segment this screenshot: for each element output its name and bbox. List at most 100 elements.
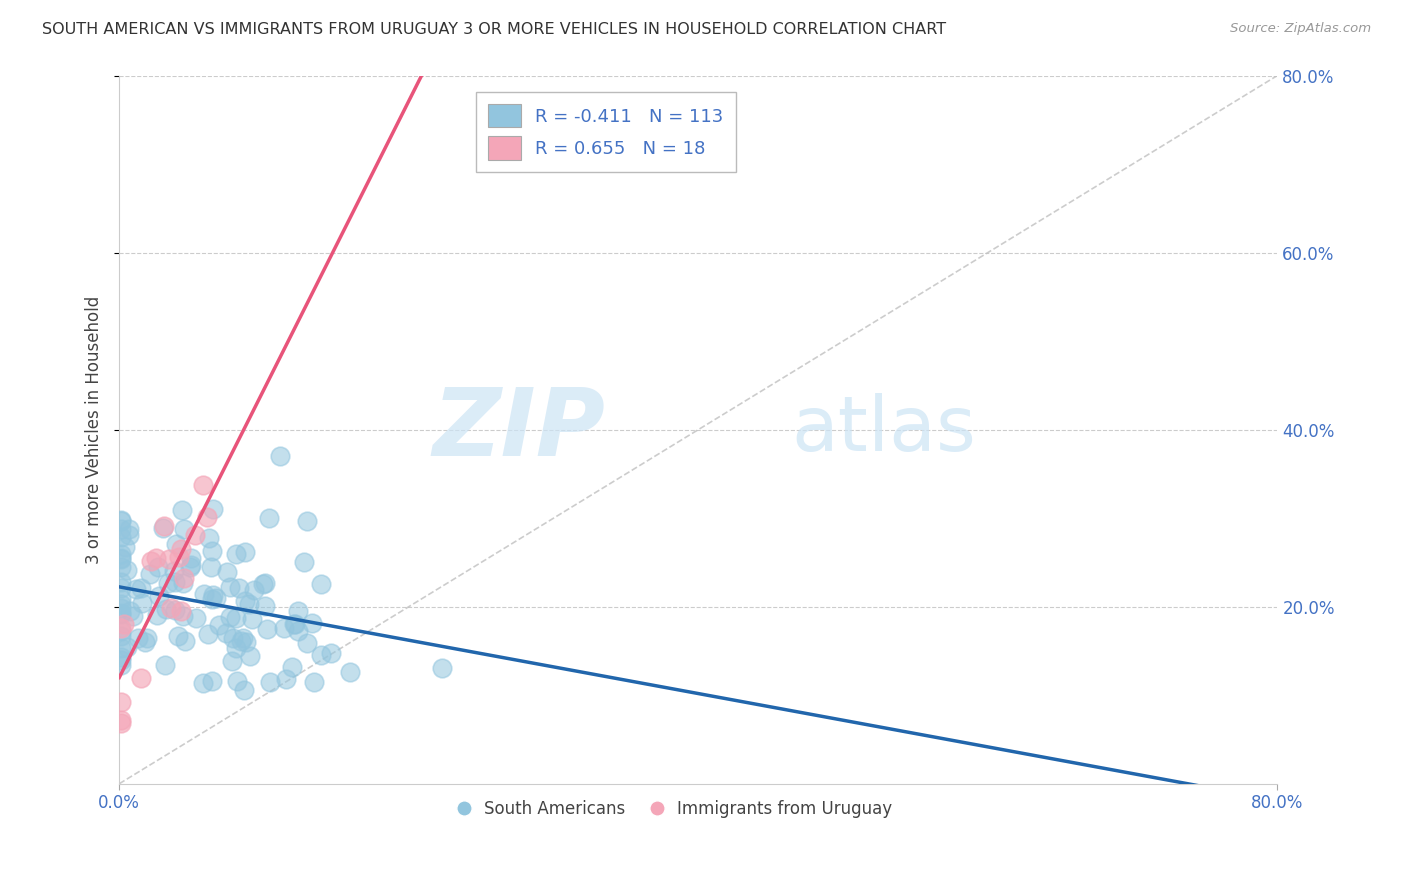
Point xyxy=(146,608,169,623)
Point xyxy=(191,675,214,690)
Point xyxy=(284,617,307,632)
Point xyxy=(239,649,262,664)
Point xyxy=(295,515,318,529)
Point xyxy=(155,602,177,616)
Point xyxy=(118,604,141,618)
Point xyxy=(186,611,208,625)
Point xyxy=(243,582,266,597)
Point xyxy=(110,607,132,621)
Point xyxy=(170,603,193,617)
Point xyxy=(139,566,162,581)
Point xyxy=(110,550,132,565)
Point xyxy=(110,574,132,589)
Point xyxy=(221,654,243,668)
Point xyxy=(134,635,156,649)
Point xyxy=(165,574,187,589)
Point xyxy=(254,599,277,613)
Point xyxy=(252,576,274,591)
Point xyxy=(153,657,176,672)
Point xyxy=(233,594,256,608)
Point xyxy=(160,600,183,615)
Point xyxy=(218,610,240,624)
Point xyxy=(222,631,245,645)
Point xyxy=(129,671,152,685)
Point xyxy=(110,641,132,656)
Point xyxy=(172,609,194,624)
Point xyxy=(233,544,256,558)
Point xyxy=(273,621,295,635)
Point xyxy=(165,603,187,617)
Point xyxy=(240,612,263,626)
Point xyxy=(232,631,254,645)
Point xyxy=(118,522,141,536)
Point xyxy=(163,564,186,578)
Point xyxy=(110,657,132,672)
Point xyxy=(110,591,132,606)
Point xyxy=(110,530,132,544)
Point xyxy=(201,592,224,607)
Point xyxy=(110,597,132,611)
Point xyxy=(110,653,132,667)
Point xyxy=(215,626,238,640)
Point xyxy=(167,629,190,643)
Point xyxy=(115,640,138,654)
Point xyxy=(201,543,224,558)
Point xyxy=(208,618,231,632)
Point xyxy=(112,617,135,632)
Point xyxy=(229,633,252,648)
Point xyxy=(276,672,298,686)
Point xyxy=(145,551,167,566)
Point xyxy=(167,550,190,565)
Point xyxy=(110,650,132,665)
Point xyxy=(148,589,170,603)
Point xyxy=(122,608,145,623)
Point xyxy=(235,635,257,649)
Point xyxy=(129,581,152,595)
Point xyxy=(430,661,453,675)
Point xyxy=(191,478,214,492)
Point xyxy=(287,624,309,638)
Point xyxy=(110,601,132,615)
Point xyxy=(283,617,305,632)
Point xyxy=(259,675,281,690)
Point xyxy=(110,522,132,536)
Point xyxy=(201,674,224,689)
Point xyxy=(292,555,315,569)
Point xyxy=(110,514,132,528)
Point xyxy=(225,611,247,625)
Point xyxy=(139,554,162,568)
Point xyxy=(198,532,221,546)
Point xyxy=(174,634,197,648)
Point xyxy=(148,559,170,574)
Point xyxy=(136,631,159,645)
Point xyxy=(173,522,195,536)
Point xyxy=(202,588,225,602)
Point xyxy=(110,581,132,595)
Point xyxy=(225,547,247,561)
Point xyxy=(302,675,325,690)
Text: ZIP: ZIP xyxy=(433,384,606,475)
Point xyxy=(225,640,247,655)
Point xyxy=(110,695,132,709)
Point xyxy=(238,597,260,611)
Point xyxy=(153,519,176,533)
Point xyxy=(110,559,132,574)
Point xyxy=(184,528,207,542)
Point xyxy=(301,615,323,630)
Point xyxy=(131,597,153,611)
Point xyxy=(110,624,132,639)
Point xyxy=(311,648,333,663)
Point xyxy=(125,582,148,596)
Point xyxy=(110,621,132,635)
Point xyxy=(110,547,132,561)
Point xyxy=(232,683,254,698)
Point xyxy=(110,715,132,730)
Y-axis label: 3 or more Vehicles in Household: 3 or more Vehicles in Household xyxy=(86,295,103,564)
Point xyxy=(197,627,219,641)
Point xyxy=(110,551,132,566)
Point xyxy=(309,576,332,591)
Text: atlas: atlas xyxy=(792,392,976,467)
Point xyxy=(180,558,202,572)
Point xyxy=(217,565,239,579)
Point xyxy=(110,713,132,727)
